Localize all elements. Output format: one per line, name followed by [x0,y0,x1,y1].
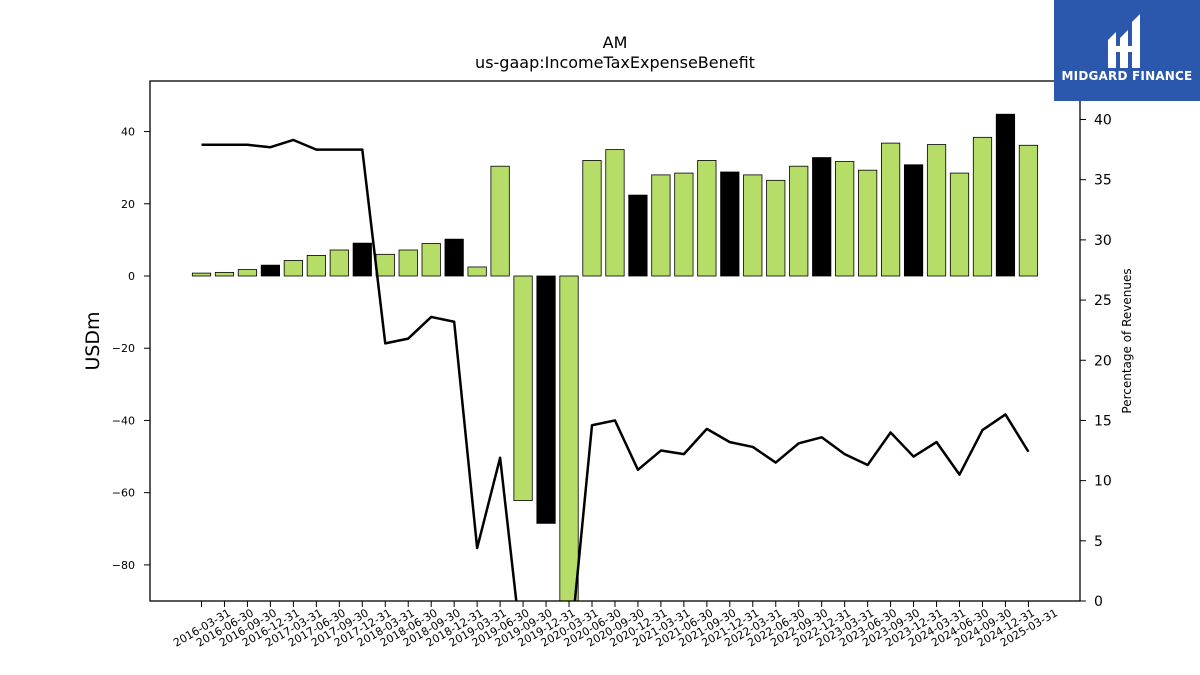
y2-tick-label: 35 [1094,173,1112,189]
percentage-of-revenues-line [201,138,1030,601]
brand-logo-icon [1108,14,1140,68]
x-axis: 2016-03-312016-06-302016-09-302016-12-31… [171,601,1060,650]
bar-2020-12-31 [628,194,648,277]
y-tick-label: −60 [112,487,135,500]
y-tick-label: −40 [112,414,135,427]
y2-tick-label: 5 [1094,534,1103,550]
bar-2021-06-30 [674,172,694,277]
y2-tick-label: 15 [1094,413,1112,429]
line-series [201,138,1030,601]
bar-2023-09-30 [881,142,901,277]
bar-2019-12-31 [536,275,556,524]
bar-2018-12-31 [444,238,464,277]
y2-tick-label: 0 [1094,594,1103,610]
y2-tick-label: 25 [1094,293,1112,309]
bar-2024-09-30 [972,136,993,277]
bar-2023-12-31 [903,164,924,277]
y2-axis-label: Percentage of Revenues [1120,268,1134,413]
y-axis-right: 0 5 10 15 20 25 30 35 40 [1080,113,1112,610]
y2-tick-label: 30 [1094,233,1112,249]
bar-2025-03-31 [1018,144,1039,277]
bar-2020-06-30 [582,160,602,277]
y-tick-label: 0 [128,270,135,283]
bar-2021-09-30 [697,160,717,277]
y-tick-label: 40 [121,126,135,139]
y-axis-left: −80 −60 −40 −20 0 20 40 [112,126,150,572]
chart-title-group: AM us-gaap:IncomeTaxExpenseBenefit [475,33,755,72]
bar-2016-09-30 [237,269,258,277]
bar-2023-03-31 [835,161,855,277]
y-tick-label: −80 [112,559,135,572]
bar-2019-09-30 [513,275,533,502]
bar-series [191,113,1039,601]
y2-tick-label: 20 [1094,353,1112,369]
bar-2016-03-31 [191,272,212,277]
bar-2019-03-31 [467,266,487,277]
bar-2021-03-31 [651,174,671,277]
bar-2024-06-30 [949,172,970,277]
bar-2017-06-30 [306,255,326,277]
bar-2022-09-30 [789,165,809,277]
y-axis-label: USDm [82,311,104,370]
chart-title: AM [603,33,628,52]
y2-tick-label: 10 [1094,474,1112,490]
y2-tick-label: 40 [1094,113,1112,129]
y-tick-label: −20 [112,342,135,355]
bar-2017-09-30 [329,249,349,277]
bar-2018-09-30 [421,243,441,277]
bar-2022-12-31 [812,157,832,277]
bar-2023-06-30 [858,169,878,277]
bar-2021-12-31 [720,171,740,277]
bar-2017-03-31 [283,260,303,277]
bar-2020-09-30 [605,149,625,277]
bar-2018-06-30 [398,249,418,277]
bar-2022-06-30 [766,179,786,277]
bar-2024-12-31 [995,113,1016,277]
chart-subtitle: us-gaap:IncomeTaxExpenseBenefit [475,53,755,72]
bar-2016-12-31 [260,264,281,277]
bar-2019-06-30 [490,165,510,277]
bar-2020-03-31 [559,275,579,601]
bar-2018-03-31 [375,253,395,277]
bar-2024-03-31 [926,144,947,277]
bar-2016-06-30 [214,271,235,277]
brand-logo: MIDGARD FINANCE [1054,0,1200,101]
bar-2017-12-31 [352,242,372,277]
brand-logo-text: MIDGARD FINANCE [1061,69,1193,83]
y-tick-label: 20 [121,198,135,211]
bar-2022-03-31 [743,174,763,277]
